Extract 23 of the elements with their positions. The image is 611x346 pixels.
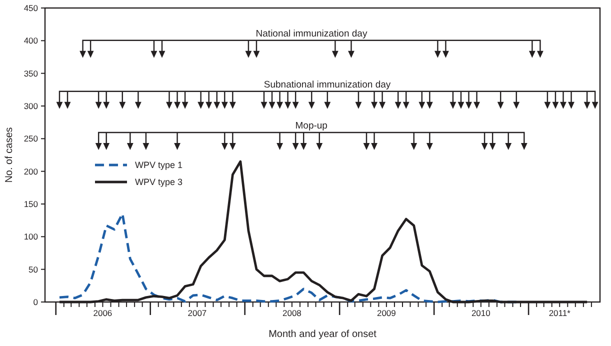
x-axis-title: Month and year of onset [268,329,377,340]
x-tick-label: 2006 [93,308,112,318]
legend-label: WPV type 3 [135,177,183,188]
x-tick-label: 2011* [548,308,572,318]
x-tick-label: 2007 [188,308,207,318]
y-tick-label: 450 [24,2,38,13]
y-tick-label: 250 [24,134,38,144]
y-axis-title: No. of cases [4,127,15,183]
y-tick-label: 100 [24,232,38,242]
y-tick-label: 200 [24,166,38,176]
x-tick-label: 2009 [376,308,396,318]
x-tick-label: 2010 [471,308,491,318]
y-tick-label: 300 [24,100,38,111]
y-tick-label: 150 [24,198,38,209]
y-tick-label: 400 [24,36,38,46]
series-label: National immunization day [256,28,368,40]
y-tick-label: 350 [24,68,38,78]
legend-label: WPV type 1 [135,160,183,170]
y-tick-label: 50 [28,264,38,274]
series-label: Mop-up [295,120,328,132]
x-tick-label: 2008 [282,308,302,318]
y-tick-label: 0 [33,296,38,307]
series-label: Subnational immunization day [264,79,391,90]
